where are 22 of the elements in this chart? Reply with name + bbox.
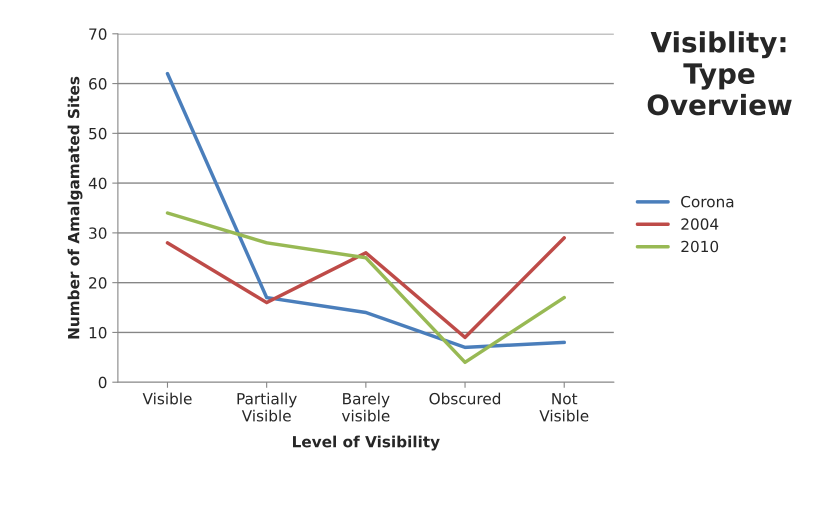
x-tick-label: Not Visible [539,393,588,422]
x-tick-label: Obscured [429,392,500,404]
x-tick-label: Partially Visible [238,392,297,422]
y-tick-label: 30 [89,227,106,239]
text: Visiblity: Type Overview [648,31,792,116]
y-tick-label: 20 [89,277,106,289]
y-tick-label: 10 [90,326,106,338]
line-series [166,211,566,364]
line-series [166,72,566,350]
y-tick-label: 50 [89,128,106,140]
y-tick-label: 0 [98,376,106,388]
legend-label: 2004 [681,218,718,230]
y-axis-title: Number of Amalgamated Sites [68,76,82,339]
x-axis-title: Level of Visibility [293,436,440,451]
x-tick-label: Visible [142,392,192,404]
y-tick-label: 70 [89,28,106,40]
line-series [166,236,566,340]
legend-label: Corona [681,196,734,208]
x-tick-label: Barely visible [342,392,390,422]
y-tick-label: 60 [89,78,106,90]
y-tick-label: 40 [88,178,106,190]
legend-label: 2010 [681,240,718,252]
